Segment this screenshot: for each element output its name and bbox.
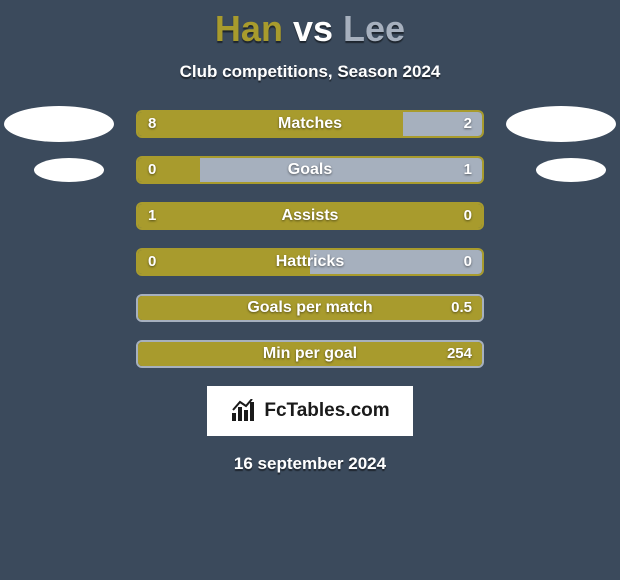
player1-team-badge — [34, 158, 104, 182]
stat-bar-right-value: 1 — [464, 158, 472, 182]
footer-date: 16 september 2024 — [0, 454, 620, 474]
subtitle: Club competitions, Season 2024 — [0, 62, 620, 82]
stat-bar-label: Goals — [138, 158, 482, 182]
comparison-title: Han vs Lee — [0, 0, 620, 50]
player2-avatar — [506, 106, 616, 142]
stat-bar: Assists1 0 — [136, 202, 484, 230]
stat-bar-right-value: 0 — [464, 204, 472, 228]
stat-bar: Matches8 2 — [136, 110, 484, 138]
stat-bar-label: Min per goal — [138, 342, 482, 366]
player2-name: Lee — [343, 8, 405, 49]
stat-bar-right-value: 2 — [464, 112, 472, 136]
stat-bar-label: Assists — [138, 204, 482, 228]
stat-bar-left-value: 0 — [148, 158, 156, 182]
player1-avatar — [4, 106, 114, 142]
stat-bar-label: Goals per match — [138, 296, 482, 320]
brand-chart-icon — [230, 399, 258, 423]
stat-bar: Min per goal254 — [136, 340, 484, 368]
player1-name: Han — [215, 8, 283, 49]
stat-bar: Hattricks0 0 — [136, 248, 484, 276]
brand-text: FcTables.com — [264, 400, 389, 422]
vs-text: vs — [293, 8, 333, 49]
stat-bar-right-value: 0.5 — [451, 296, 472, 320]
stat-bar: Goals per match0.5 — [136, 294, 484, 322]
stat-bar-right-value: 254 — [447, 342, 472, 366]
stat-bar-right-value: 0 — [464, 250, 472, 274]
stat-bar-left-value: 8 — [148, 112, 156, 136]
player2-team-badge — [536, 158, 606, 182]
brand-box: FcTables.com — [207, 386, 413, 436]
comparison-content: Matches82Goals01Assists10Hattricks00Goal… — [0, 110, 620, 368]
stat-bar: Goals0 1 — [136, 156, 484, 184]
stat-bar-label: Matches — [138, 112, 482, 136]
stat-bar-left-value: 1 — [148, 204, 156, 228]
stat-bars: Matches82Goals01Assists10Hattricks00Goal… — [136, 110, 484, 368]
stat-bar-left-value: 0 — [148, 250, 156, 274]
stat-bar-label: Hattricks — [138, 250, 482, 274]
